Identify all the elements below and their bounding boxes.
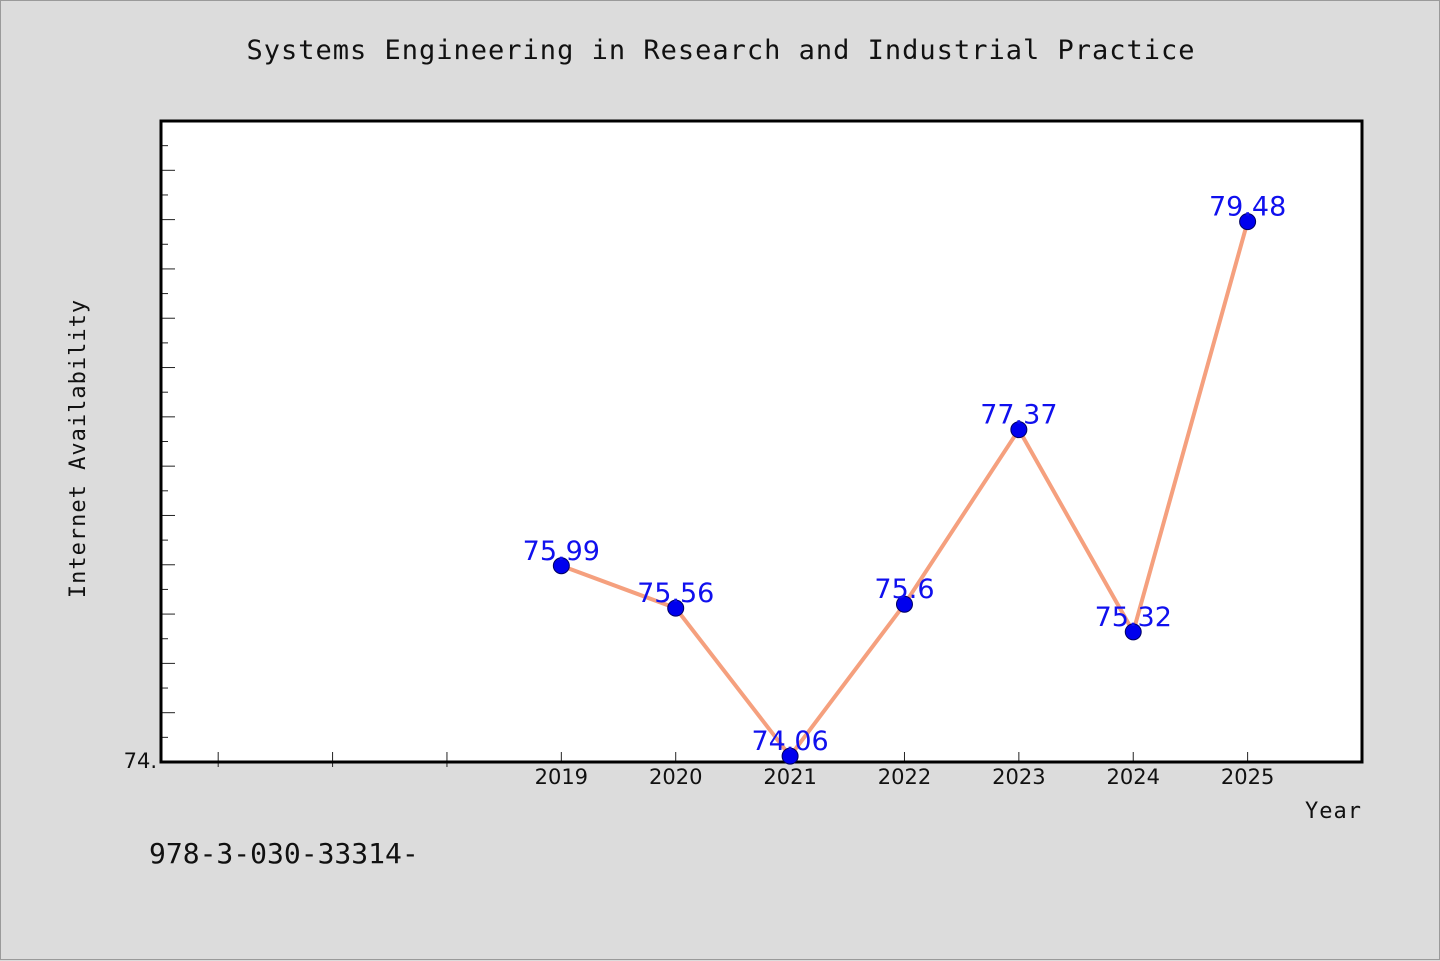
- data-point: [667, 599, 685, 617]
- data-label: 74.06: [751, 726, 828, 757]
- y-axis-title: Internet Availability: [66, 299, 91, 598]
- x-tick-label: 2024: [1107, 765, 1160, 789]
- data-point: [1010, 421, 1028, 439]
- data-point: [781, 747, 799, 765]
- data-label: 75.6: [874, 574, 934, 605]
- x-tick-label: 2022: [878, 765, 931, 789]
- plot-frame: [159, 119, 1364, 764]
- footer-code: 978-3-030-33314-: [149, 837, 419, 870]
- data-point: [1124, 623, 1142, 641]
- data-label: 75.99: [523, 536, 600, 567]
- data-point: [895, 595, 913, 613]
- chart-title: Systems Engineering in Research and Indu…: [246, 35, 1196, 66]
- plot-area: [161, 121, 1362, 762]
- x-axis-title: Year: [1305, 799, 1362, 824]
- data-label: 77.37: [980, 400, 1057, 431]
- data-label: 79.48: [1209, 192, 1286, 223]
- x-tick-label: 2021: [763, 765, 816, 789]
- data-label: 75.32: [1095, 602, 1172, 633]
- y-tick-label: 74.: [124, 749, 157, 773]
- x-tick-label: 2025: [1221, 765, 1274, 789]
- data-point: [1239, 213, 1257, 231]
- x-tick-label: 2023: [992, 765, 1045, 789]
- x-tick-label: 2019: [535, 765, 588, 789]
- data-point: [552, 557, 570, 575]
- data-label: 75.56: [637, 578, 714, 609]
- x-tick-label: 2020: [649, 765, 702, 789]
